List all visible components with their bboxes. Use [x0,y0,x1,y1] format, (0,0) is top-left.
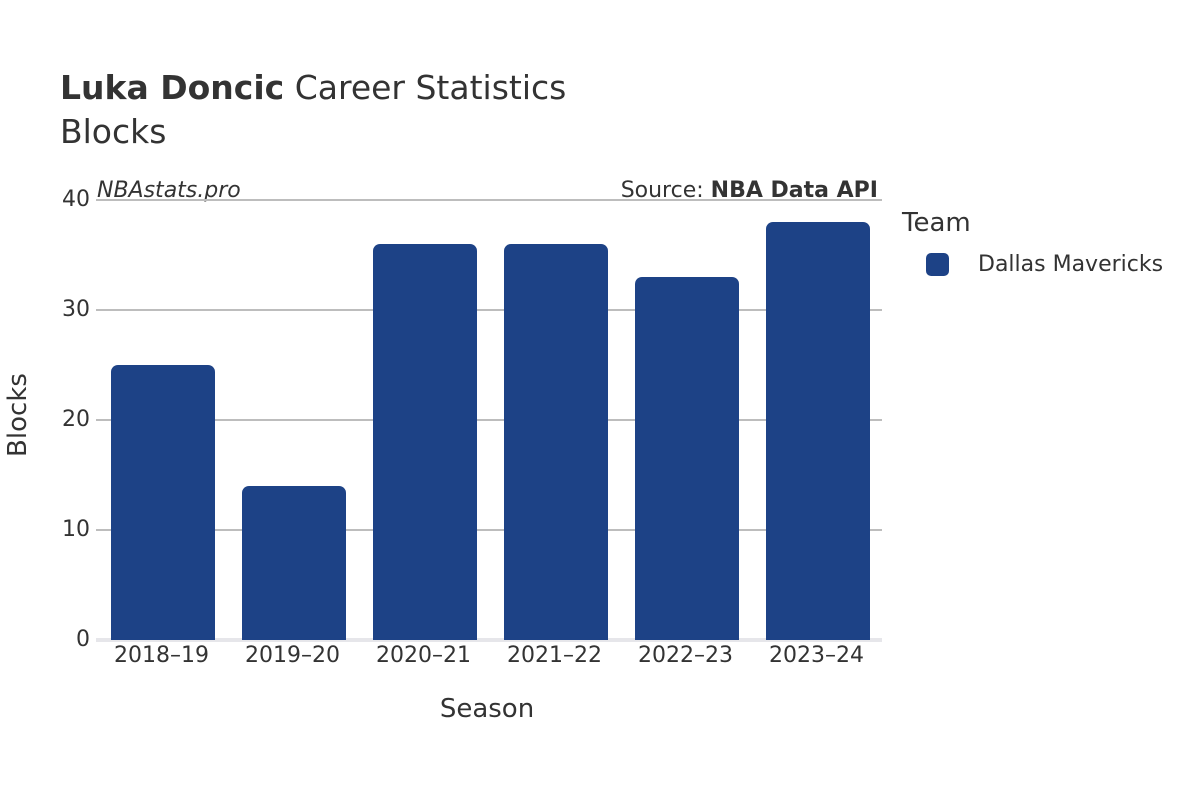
x-tick-label: 2020–21 [376,643,471,668]
x-tick-label: 2019–20 [245,643,340,668]
legend-label: Dallas Mavericks [978,252,1164,277]
source-name: NBA Data API [710,178,878,203]
plot-area [96,199,882,642]
legend-title: Team [902,208,971,238]
bar-2018–19[interactable] [110,365,215,640]
y-tick-label: 20 [62,407,90,432]
title-rest: Career Statistics [284,68,567,107]
chart-title: Luka Doncic Career Statistics [60,67,566,109]
y-tick-label: 30 [62,297,90,322]
y-tick-label: 0 [76,627,90,652]
y-axis-label: Blocks [3,373,33,457]
bar-2019–20[interactable] [241,486,346,640]
legend-item-dallas-mavericks[interactable]: Dallas Mavericks [926,252,1163,277]
player-name: Luka Doncic [60,68,285,107]
x-tick-label: 2023–24 [769,643,864,668]
x-axis-label: Season [439,694,535,724]
chart-subtitle: Blocks [60,112,167,151]
gridline [96,529,882,531]
x-tick-label: 2021–22 [507,643,602,668]
y-tick-label: 10 [62,517,90,542]
bar-2020–21[interactable] [372,244,477,640]
gridline [96,309,882,311]
watermark: NBAstats.pro [97,178,241,203]
y-tick-label: 40 [62,187,90,212]
gridline [96,419,882,421]
source-prefix: Source: [620,178,711,203]
x-tick-label: 2018–19 [114,643,209,668]
gridline [96,199,882,201]
bar-2021–22[interactable] [503,244,608,640]
x-axis-baseline [96,638,882,642]
x-tick-label: 2022–23 [638,643,733,668]
legend-swatch-icon [926,253,949,276]
bar-2022–23[interactable] [634,277,739,640]
source-credit: Source: NBA Data API [621,178,878,203]
bar-2023–24[interactable] [765,222,870,640]
